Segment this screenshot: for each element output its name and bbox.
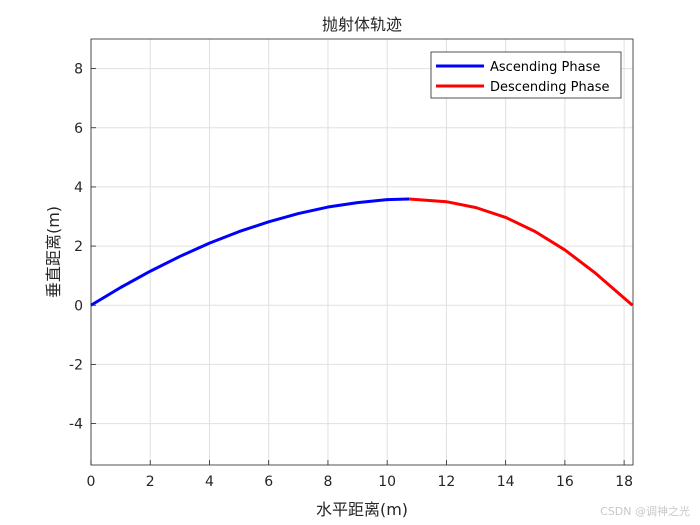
x-axis-ticks: 0 2 4 6 8 10 12 14 16 18 <box>87 460 633 490</box>
x-tick-label: 14 <box>497 474 515 490</box>
series-line-ascending <box>90 197 410 307</box>
x-tick-label: 4 <box>205 474 214 490</box>
x-tick-label: 10 <box>378 474 396 490</box>
legend-label-descending: Descending Phase <box>490 80 609 95</box>
x-tick-label: 2 <box>146 474 155 490</box>
series-line-descending <box>408 197 634 307</box>
y-tick-label: 2 <box>74 239 83 255</box>
y-tick-label: -4 <box>69 417 83 433</box>
chart-title: 抛射体轨迹 <box>322 15 402 34</box>
series-group <box>90 197 634 307</box>
plot-area <box>91 39 633 465</box>
x-tick-label: 6 <box>264 474 273 490</box>
x-tick-label: 8 <box>323 474 332 490</box>
x-tick-label: 0 <box>87 474 96 490</box>
y-tick-label: 8 <box>74 62 83 78</box>
legend-label-ascending: Ascending Phase <box>490 60 600 75</box>
y-tick-label: 4 <box>74 180 83 196</box>
y-tick-label: -2 <box>69 357 83 373</box>
legend-box <box>430 51 622 99</box>
x-tick-label: 16 <box>556 474 574 490</box>
y-axis-ticks: -4 -2 0 2 4 6 8 <box>69 62 96 433</box>
plot-border <box>90 38 634 466</box>
watermark: CSDN @调神之光 <box>600 505 690 518</box>
x-tick-label: 12 <box>437 474 455 490</box>
y-tick-label: 0 <box>74 298 83 314</box>
grid-lines <box>90 39 633 465</box>
legend: Ascending Phase Descending Phase <box>430 51 622 99</box>
x-tick-label: 18 <box>615 474 633 490</box>
y-axis-label: 垂直距离(m) <box>44 206 63 298</box>
x-axis-label: 水平距离(m) <box>316 500 408 519</box>
y-tick-label: 6 <box>74 121 83 137</box>
